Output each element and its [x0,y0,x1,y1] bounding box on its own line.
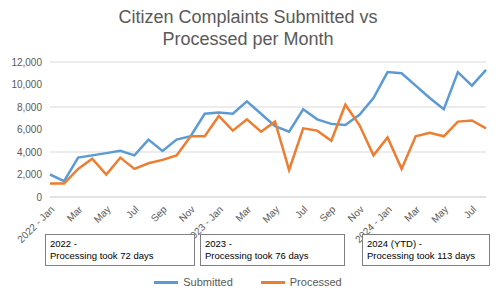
svg-text:Mar: Mar [65,203,85,223]
svg-text:Jul: Jul [293,204,310,221]
svg-text:May: May [260,204,281,225]
svg-text:Sep: Sep [149,203,170,224]
svg-text:0: 0 [36,192,42,203]
svg-text:4,000: 4,000 [17,147,42,158]
svg-text:Mar: Mar [233,203,253,223]
svg-text:10,000: 10,000 [11,79,42,90]
svg-text:May: May [429,204,450,225]
svg-text:Sep: Sep [317,203,338,224]
svg-text:Jul: Jul [462,204,479,221]
svg-text:May: May [92,204,113,225]
svg-text:Nov: Nov [345,204,365,224]
svg-text:Jul: Jul [124,204,141,221]
svg-text:12,000: 12,000 [11,57,42,68]
svg-text:Mar: Mar [402,203,422,223]
svg-text:8,000: 8,000 [17,102,42,113]
svg-text:Nov: Nov [177,204,197,224]
svg-text:6,000: 6,000 [17,124,42,135]
svg-text:2,000: 2,000 [17,169,42,180]
